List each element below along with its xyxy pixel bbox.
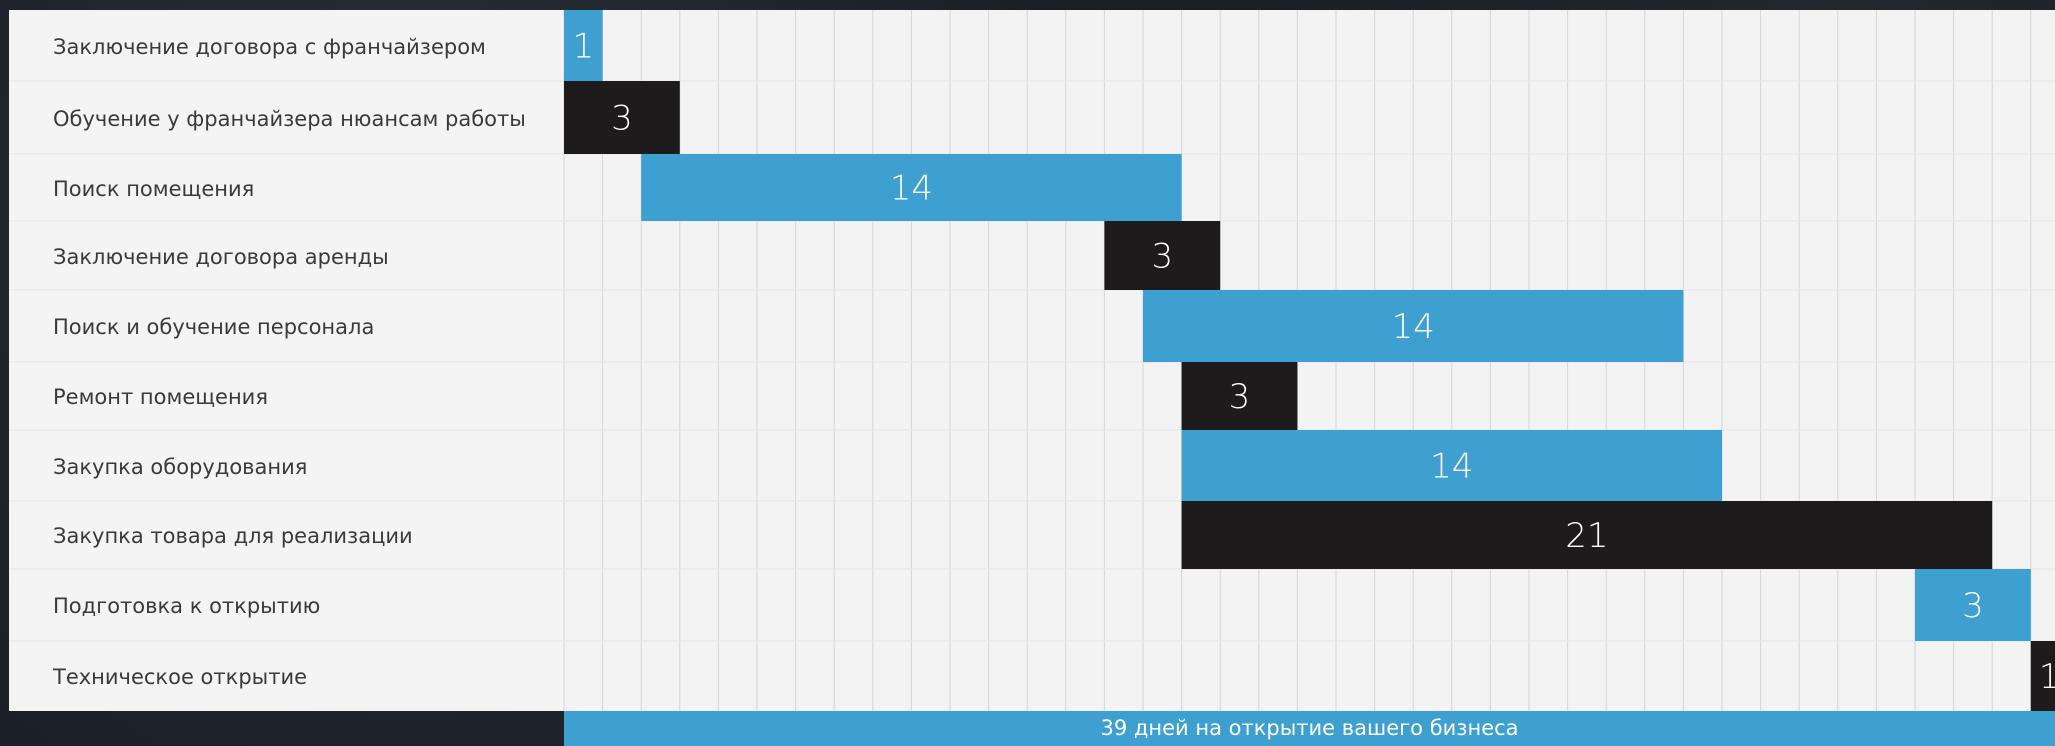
task-duration-label: 3: [611, 99, 633, 139]
task-label: Поиск и обучение персонала: [53, 315, 375, 339]
task-duration-label: 3: [1962, 586, 1984, 626]
summary-text: 39 дней на открытие вашего бизнеса: [1100, 716, 1519, 740]
task-duration-label: 14: [890, 169, 933, 209]
task-bar: [641, 154, 1182, 221]
task-label: Заключение договора аренды: [53, 244, 389, 269]
task-label: Обучение у франчайзера нюансам работы: [53, 106, 526, 131]
task-bar: [1181, 501, 1993, 569]
task-duration-label: 1: [2039, 657, 2055, 697]
task-label: Ремонт помещения: [53, 385, 268, 409]
task-label: Закупка оборудования: [53, 454, 308, 479]
task-bar: [1915, 569, 2031, 641]
task-duration-label: 3: [1151, 237, 1173, 277]
task-bar: [564, 10, 603, 81]
task-bar: [1181, 430, 1722, 501]
task-bar: [1143, 290, 1684, 362]
task-bar: [2030, 641, 2055, 711]
task-label: Подготовка к открытию: [53, 594, 321, 618]
task-duration-label: 3: [1229, 377, 1251, 417]
task-label: Техническое открытие: [53, 665, 308, 689]
task-duration-label: 1: [572, 27, 594, 67]
task-bar: [1181, 362, 1298, 430]
task-duration-label: 21: [1565, 516, 1608, 556]
task-label-column: [9, 10, 564, 711]
task-bar: [1104, 221, 1221, 290]
task-label: Закупка товара для реализации: [53, 524, 413, 548]
task-duration-label: 14: [1430, 447, 1473, 487]
task-label: Поиск помещения: [53, 176, 255, 201]
task-duration-label: 14: [1392, 307, 1435, 347]
task-bar: [564, 81, 680, 154]
task-label: Заключение договора с франчайзером: [53, 34, 486, 59]
summary-bar: [564, 711, 2055, 746]
